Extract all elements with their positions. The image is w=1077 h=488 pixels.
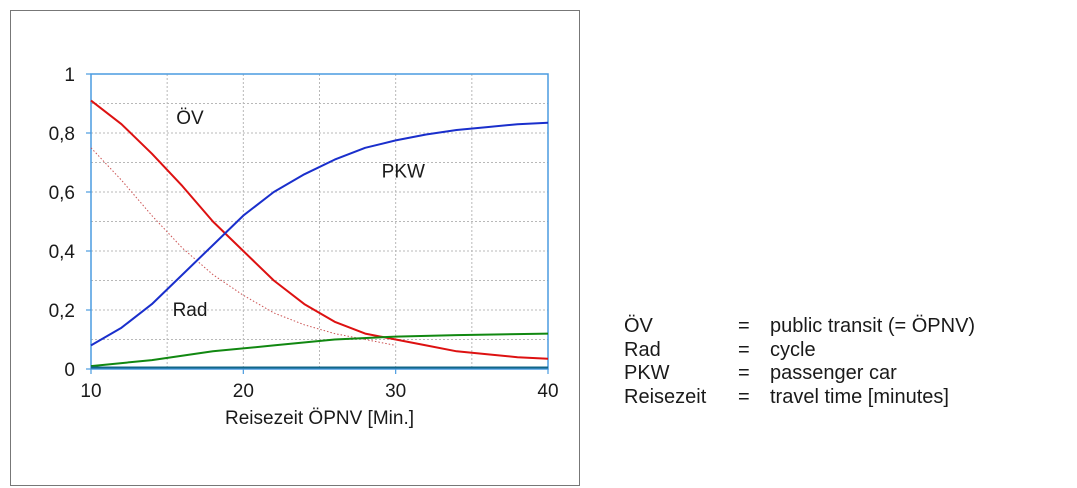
y-tick-label: 0,4 [49, 242, 76, 263]
legend-abbr: Reisezeit [624, 385, 707, 408]
legend-description: public transit (= ÖPNV) [770, 315, 976, 337]
annotation-label: Rad [173, 300, 208, 321]
annotation-label: ÖV [176, 108, 204, 129]
y-tick-label: 0,8 [49, 124, 75, 145]
x-tick-label: 10 [80, 381, 101, 402]
legend-equals: = [738, 338, 750, 361]
legend-abbr: ÖV [624, 315, 653, 337]
legend-abbr: PKW [624, 362, 670, 384]
legend-abbr: Rad [624, 338, 661, 361]
legend-description: cycle [770, 338, 816, 361]
legend-equals: = [738, 385, 750, 408]
mode-choice-chart: 10 20 30 40 0 0,2 0,4 0,6 0,8 1 Reisezeit ÖPNV [Mi… [49, 65, 559, 429]
annotation-label: PKW [382, 161, 425, 182]
x-axis-label: Reisezeit ÖPNV [Min.] [225, 408, 414, 429]
legend-description: passenger car [770, 362, 897, 384]
plot-area-border [90, 73, 549, 370]
chart-frame: 10 20 30 40 0 0,2 0,4 0,6 0,8 1 Reisezeit ÖPNV [Mi… [10, 10, 580, 486]
y-tick-label: 1 [64, 65, 75, 86]
y-tick-label: 0,6 [49, 183, 75, 204]
legend-equals: = [738, 362, 750, 384]
y-tick-label: 0,2 [49, 301, 75, 322]
series-line-rad [90, 332, 549, 368]
series-line-aux-1 [90, 147, 396, 346]
legend-description: travel time [minutes] [770, 385, 949, 408]
legend-equals: = [738, 315, 750, 337]
x-tick-label: 40 [537, 381, 558, 402]
y-tick-label: 0 [64, 360, 75, 381]
x-tick-label: 30 [385, 381, 406, 402]
series-line--v [90, 99, 549, 360]
x-tick-label: 20 [233, 381, 254, 402]
series-line-pkw [90, 121, 549, 347]
